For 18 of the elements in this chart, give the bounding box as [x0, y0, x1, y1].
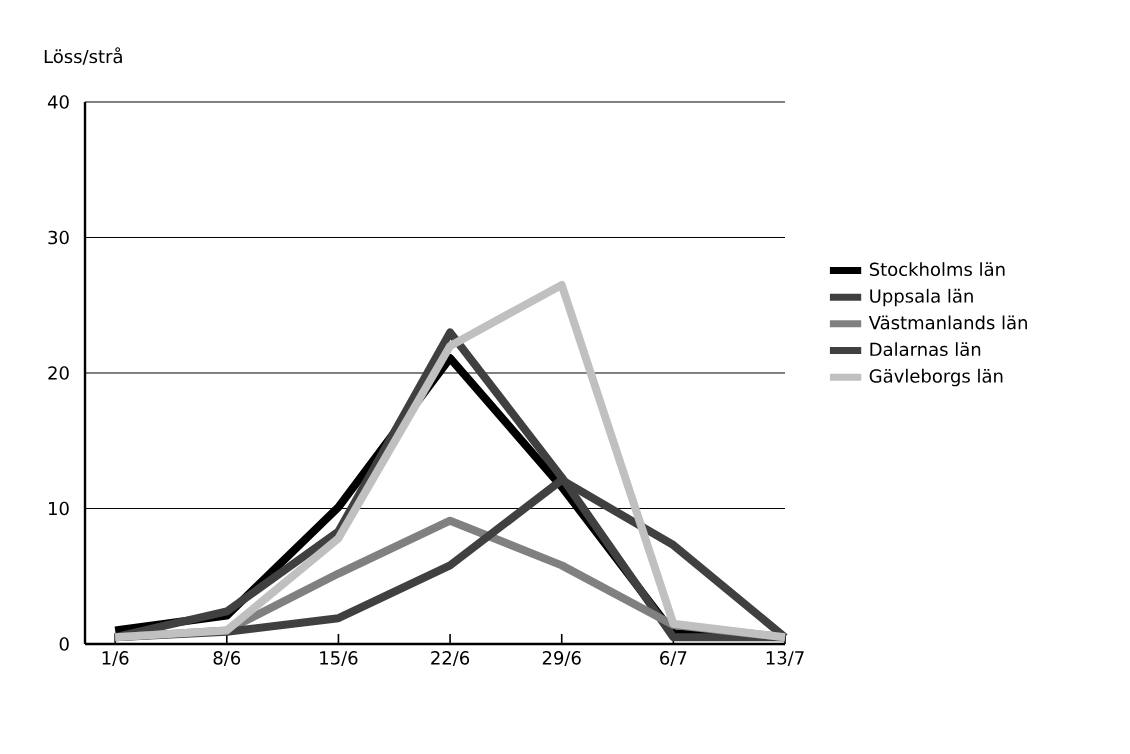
x-tick-label: 1/6	[102, 651, 129, 667]
y-tick-label: 0	[59, 637, 69, 651]
y-tick-label: 20	[48, 366, 69, 380]
legend-label: Dalarnas län	[870, 342, 981, 357]
legend-label: Stockholms län	[869, 262, 1005, 277]
y-tick-label: 30	[48, 230, 69, 245]
legend-label: Västmanlands län	[868, 315, 1027, 330]
y-axis-title: Löss/strå	[44, 47, 122, 65]
y-tick-label: 10	[49, 501, 69, 516]
x-tick-label: 29/6	[542, 651, 581, 667]
x-tick-label: 8/6	[213, 651, 241, 667]
x-tick-label: 22/6	[431, 651, 470, 667]
legend-label: Gävleborgs län	[869, 368, 1003, 387]
x-tick-label: 6/7	[660, 651, 687, 667]
y-tick-label: 40	[47, 95, 69, 109]
x-tick-label: 13/7	[766, 651, 804, 667]
x-tick-label: 15/6	[320, 651, 358, 667]
legend-label: Uppsala län	[870, 288, 973, 307]
